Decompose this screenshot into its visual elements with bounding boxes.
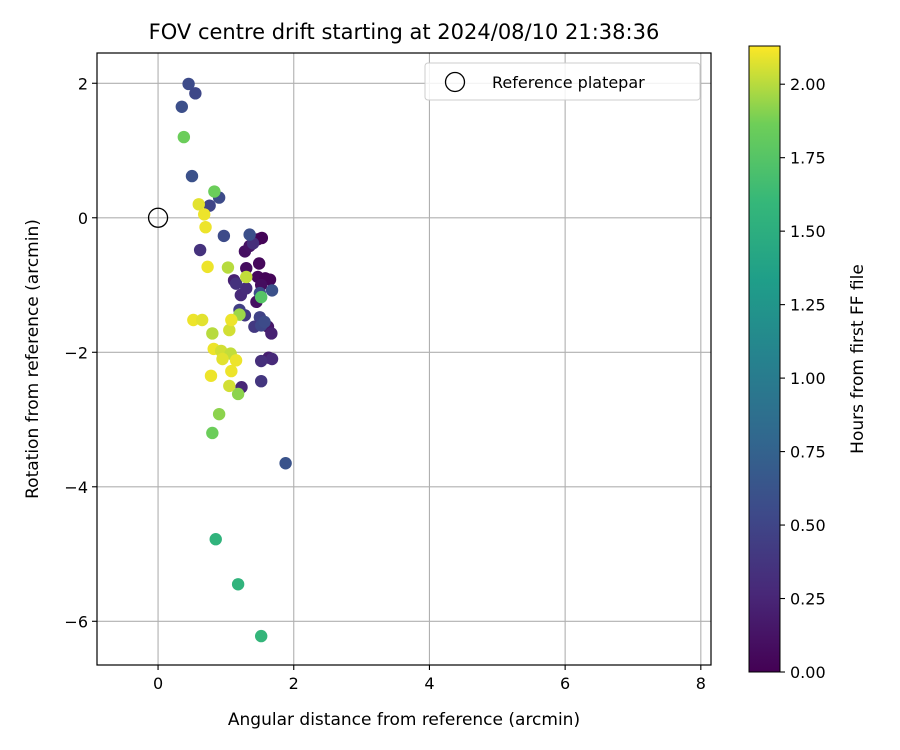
reference-platepar-marker xyxy=(147,207,169,228)
colorbar-tick-label: 0.50 xyxy=(790,516,826,535)
data-point xyxy=(254,374,268,388)
data-point xyxy=(254,290,268,304)
y-axis-label: Rotation from reference (arcmin) xyxy=(23,219,43,499)
data-point xyxy=(265,327,278,340)
data-point xyxy=(195,313,209,327)
data-point xyxy=(223,323,236,337)
data-point xyxy=(258,315,271,329)
colorbar-tick-label: 1.00 xyxy=(790,369,826,388)
data-point xyxy=(225,364,238,378)
data-point xyxy=(201,260,214,274)
data-point xyxy=(175,100,189,114)
data-point xyxy=(265,352,279,366)
colorbar-tick-label: 2.00 xyxy=(790,75,826,94)
legend: Reference platepar xyxy=(424,62,701,101)
data-point xyxy=(206,426,219,440)
data-point xyxy=(254,629,268,643)
x-tick-label: 4 xyxy=(424,674,434,693)
data-point xyxy=(265,284,279,297)
data-point xyxy=(254,354,268,368)
data-point xyxy=(185,169,199,183)
data-point xyxy=(243,228,256,241)
data-point xyxy=(217,229,231,243)
x-axis-label: Angular distance from reference (arcmin) xyxy=(228,710,580,730)
y-tick-label: −2 xyxy=(64,343,88,362)
data-point xyxy=(221,261,235,274)
data-point xyxy=(240,262,253,275)
data-point xyxy=(231,387,245,401)
colorbar-label: Hours from first FF file xyxy=(848,264,868,454)
data-point xyxy=(197,208,211,221)
colorbar: 0.00 0.25 0.50 0.75 1.00 1.25 1.50 1.75 2.00 Hou… xyxy=(748,45,868,682)
data-point xyxy=(199,220,212,234)
y-axis-ticks: 2 0 −2 −4 −6 xyxy=(64,74,97,631)
data-point xyxy=(182,77,195,91)
colorbar-tick-label: 1.50 xyxy=(790,222,826,241)
x-tick-label: 8 xyxy=(696,674,706,693)
legend-entry-reference-platepar: Reference platepar xyxy=(492,73,645,92)
x-tick-label: 2 xyxy=(289,674,299,693)
data-point xyxy=(208,185,221,198)
data-point xyxy=(240,270,253,284)
x-tick-label: 0 xyxy=(153,674,163,693)
data-point xyxy=(231,578,245,591)
legend-marker-reference-platepar xyxy=(444,71,466,93)
chart-title: FOV centre drift starting at 2024/08/10 … xyxy=(149,20,660,44)
data-point xyxy=(229,354,243,367)
x-axis-ticks: 0 2 4 6 8 xyxy=(153,665,706,693)
y-tick-label: 0 xyxy=(78,209,88,228)
y-tick-label: −4 xyxy=(64,478,88,497)
data-point xyxy=(240,282,253,295)
data-point xyxy=(177,130,191,144)
data-point xyxy=(192,198,205,211)
y-tick-label: −6 xyxy=(64,612,88,631)
data-point xyxy=(223,379,236,393)
data-point xyxy=(206,327,219,340)
data-point xyxy=(252,257,266,270)
colorbar-tick-label: 1.25 xyxy=(790,296,826,315)
data-point xyxy=(229,277,243,290)
y-tick-label: 2 xyxy=(78,74,88,93)
colorbar-tick-label: 0.00 xyxy=(790,663,826,682)
data-point xyxy=(209,533,222,546)
data-points xyxy=(147,77,292,643)
colorbar-tick-label: 0.75 xyxy=(790,443,826,462)
data-point xyxy=(189,87,202,100)
grid xyxy=(97,53,711,665)
colorbar-ticks: 0.00 0.25 0.50 0.75 1.00 1.25 1.50 1.75 2.00 xyxy=(780,75,826,682)
x-tick-label: 6 xyxy=(560,674,570,693)
axes xyxy=(96,52,712,666)
colorbar-gradient xyxy=(748,45,781,673)
data-point xyxy=(212,407,226,421)
plot-frame xyxy=(96,52,712,666)
data-point xyxy=(193,243,207,257)
data-point xyxy=(216,352,229,366)
colorbar-tick-label: 0.25 xyxy=(790,590,826,609)
data-point xyxy=(187,313,200,327)
data-point xyxy=(204,369,218,383)
data-point xyxy=(225,313,238,327)
legend-box xyxy=(424,62,701,101)
colorbar-tick-label: 1.75 xyxy=(790,149,826,168)
data-point xyxy=(279,457,292,470)
